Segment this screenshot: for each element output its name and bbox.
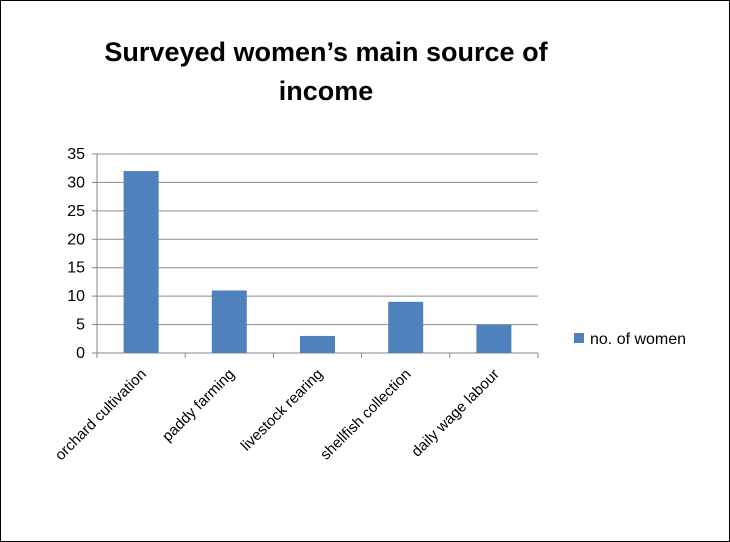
y-tick-label: 25 — [67, 203, 85, 220]
bars — [123, 171, 512, 353]
bar-paddy-farming — [211, 290, 247, 353]
legend-swatch — [574, 333, 584, 343]
gridlines — [97, 153, 538, 354]
y-tick-label: 15 — [67, 260, 85, 277]
bar-daily-wage-labour — [476, 324, 512, 353]
x-tick-label: livestock rearing — [238, 366, 327, 455]
y-tick-label: 5 — [76, 317, 85, 334]
legend: no. of women — [574, 331, 686, 348]
legend-label: no. of women — [590, 331, 686, 348]
x-axis-labels: orchard cultivation paddy farming livestoc… — [52, 353, 539, 464]
x-tick-label: shellfish collection — [317, 366, 415, 464]
bar-livestock-rearing — [300, 335, 335, 353]
bar-orchard-cultivation — [123, 171, 159, 353]
bar-shellfish-collection — [388, 301, 424, 353]
y-axis: 0 5 10 15 20 25 30 35 — [67, 146, 98, 362]
x-tick-label: orchard cultivation — [52, 366, 150, 464]
chart-title: Surveyed women’s main source of income — [104, 37, 548, 106]
y-tick-label: 0 — [76, 345, 85, 362]
y-tick-label: 35 — [67, 146, 85, 163]
y-tick-label: 30 — [67, 174, 85, 191]
y-tick-label: 20 — [67, 231, 85, 248]
y-tick-label: 10 — [67, 288, 85, 305]
x-tick-label: daily wage labour — [408, 366, 503, 461]
x-tick-label: paddy farming — [159, 366, 238, 445]
